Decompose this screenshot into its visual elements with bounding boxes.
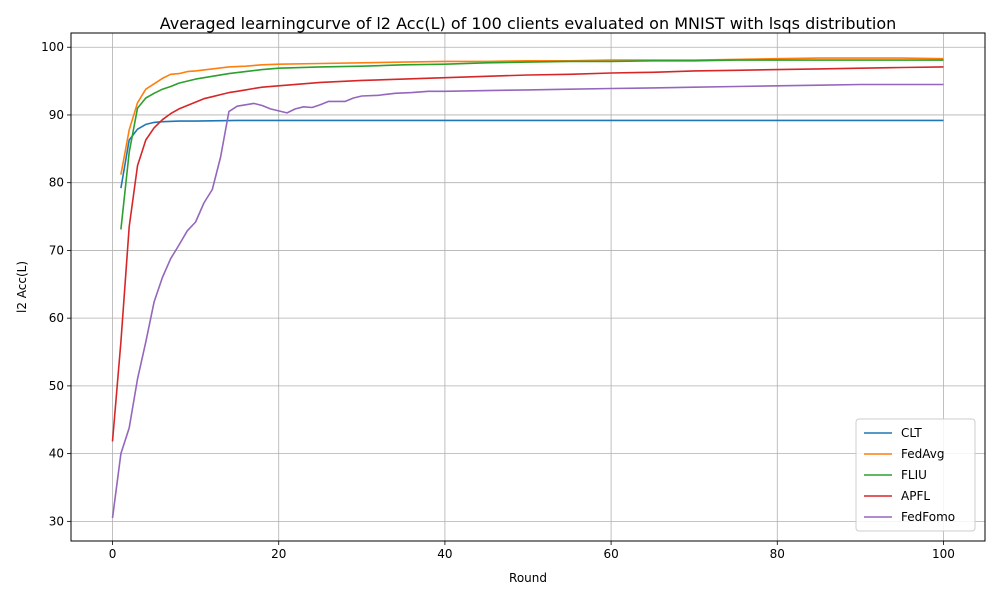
- x-tick-label: 0: [109, 547, 117, 561]
- x-tick-label: 20: [271, 547, 286, 561]
- x-tick-label: 80: [770, 547, 785, 561]
- chart-title: Averaged learningcurve of l2 Acc(L) of 1…: [160, 14, 897, 33]
- y-tick-label: 60: [49, 311, 64, 325]
- y-tick-label: 50: [49, 379, 64, 393]
- legend-label-fliu: FLIU: [901, 468, 927, 482]
- y-tick-label: 100: [41, 40, 64, 54]
- y-tick-label: 80: [49, 176, 64, 190]
- series-line-fedfomo: [111, 83, 944, 519]
- y-tick-label: 90: [49, 108, 64, 122]
- grid: [71, 33, 985, 541]
- series-line-apfl: [111, 66, 944, 442]
- y-tick-label: 30: [49, 514, 64, 528]
- series-line-fliu: [120, 59, 944, 230]
- y-tick-label: 40: [49, 447, 64, 461]
- y-tick-label: 70: [49, 243, 64, 257]
- x-tick-label: 40: [437, 547, 452, 561]
- plot-frame: [70, 32, 986, 542]
- x-tick-label: 100: [932, 547, 955, 561]
- legend: CLT FedAvg FLIU APFL FedFomo: [855, 418, 976, 532]
- legend-label-clt: CLT: [901, 426, 922, 440]
- y-axis-title: l2 Acc(L): [15, 261, 29, 313]
- series-group: [111, 57, 944, 519]
- legend-box: [855, 418, 976, 532]
- legend-label-apfl: APFL: [901, 489, 930, 503]
- legend-label-fedfomo: FedFomo: [901, 510, 955, 524]
- x-axis-title: Round: [509, 571, 547, 585]
- x-tick-label: 60: [603, 547, 618, 561]
- legend-label-fedavg: FedAvg: [901, 447, 944, 461]
- axis-ticks: 0 20 40 60 80 100 30 40 50 60 70 80 90 100: [41, 40, 955, 561]
- series-line-clt: [120, 119, 944, 189]
